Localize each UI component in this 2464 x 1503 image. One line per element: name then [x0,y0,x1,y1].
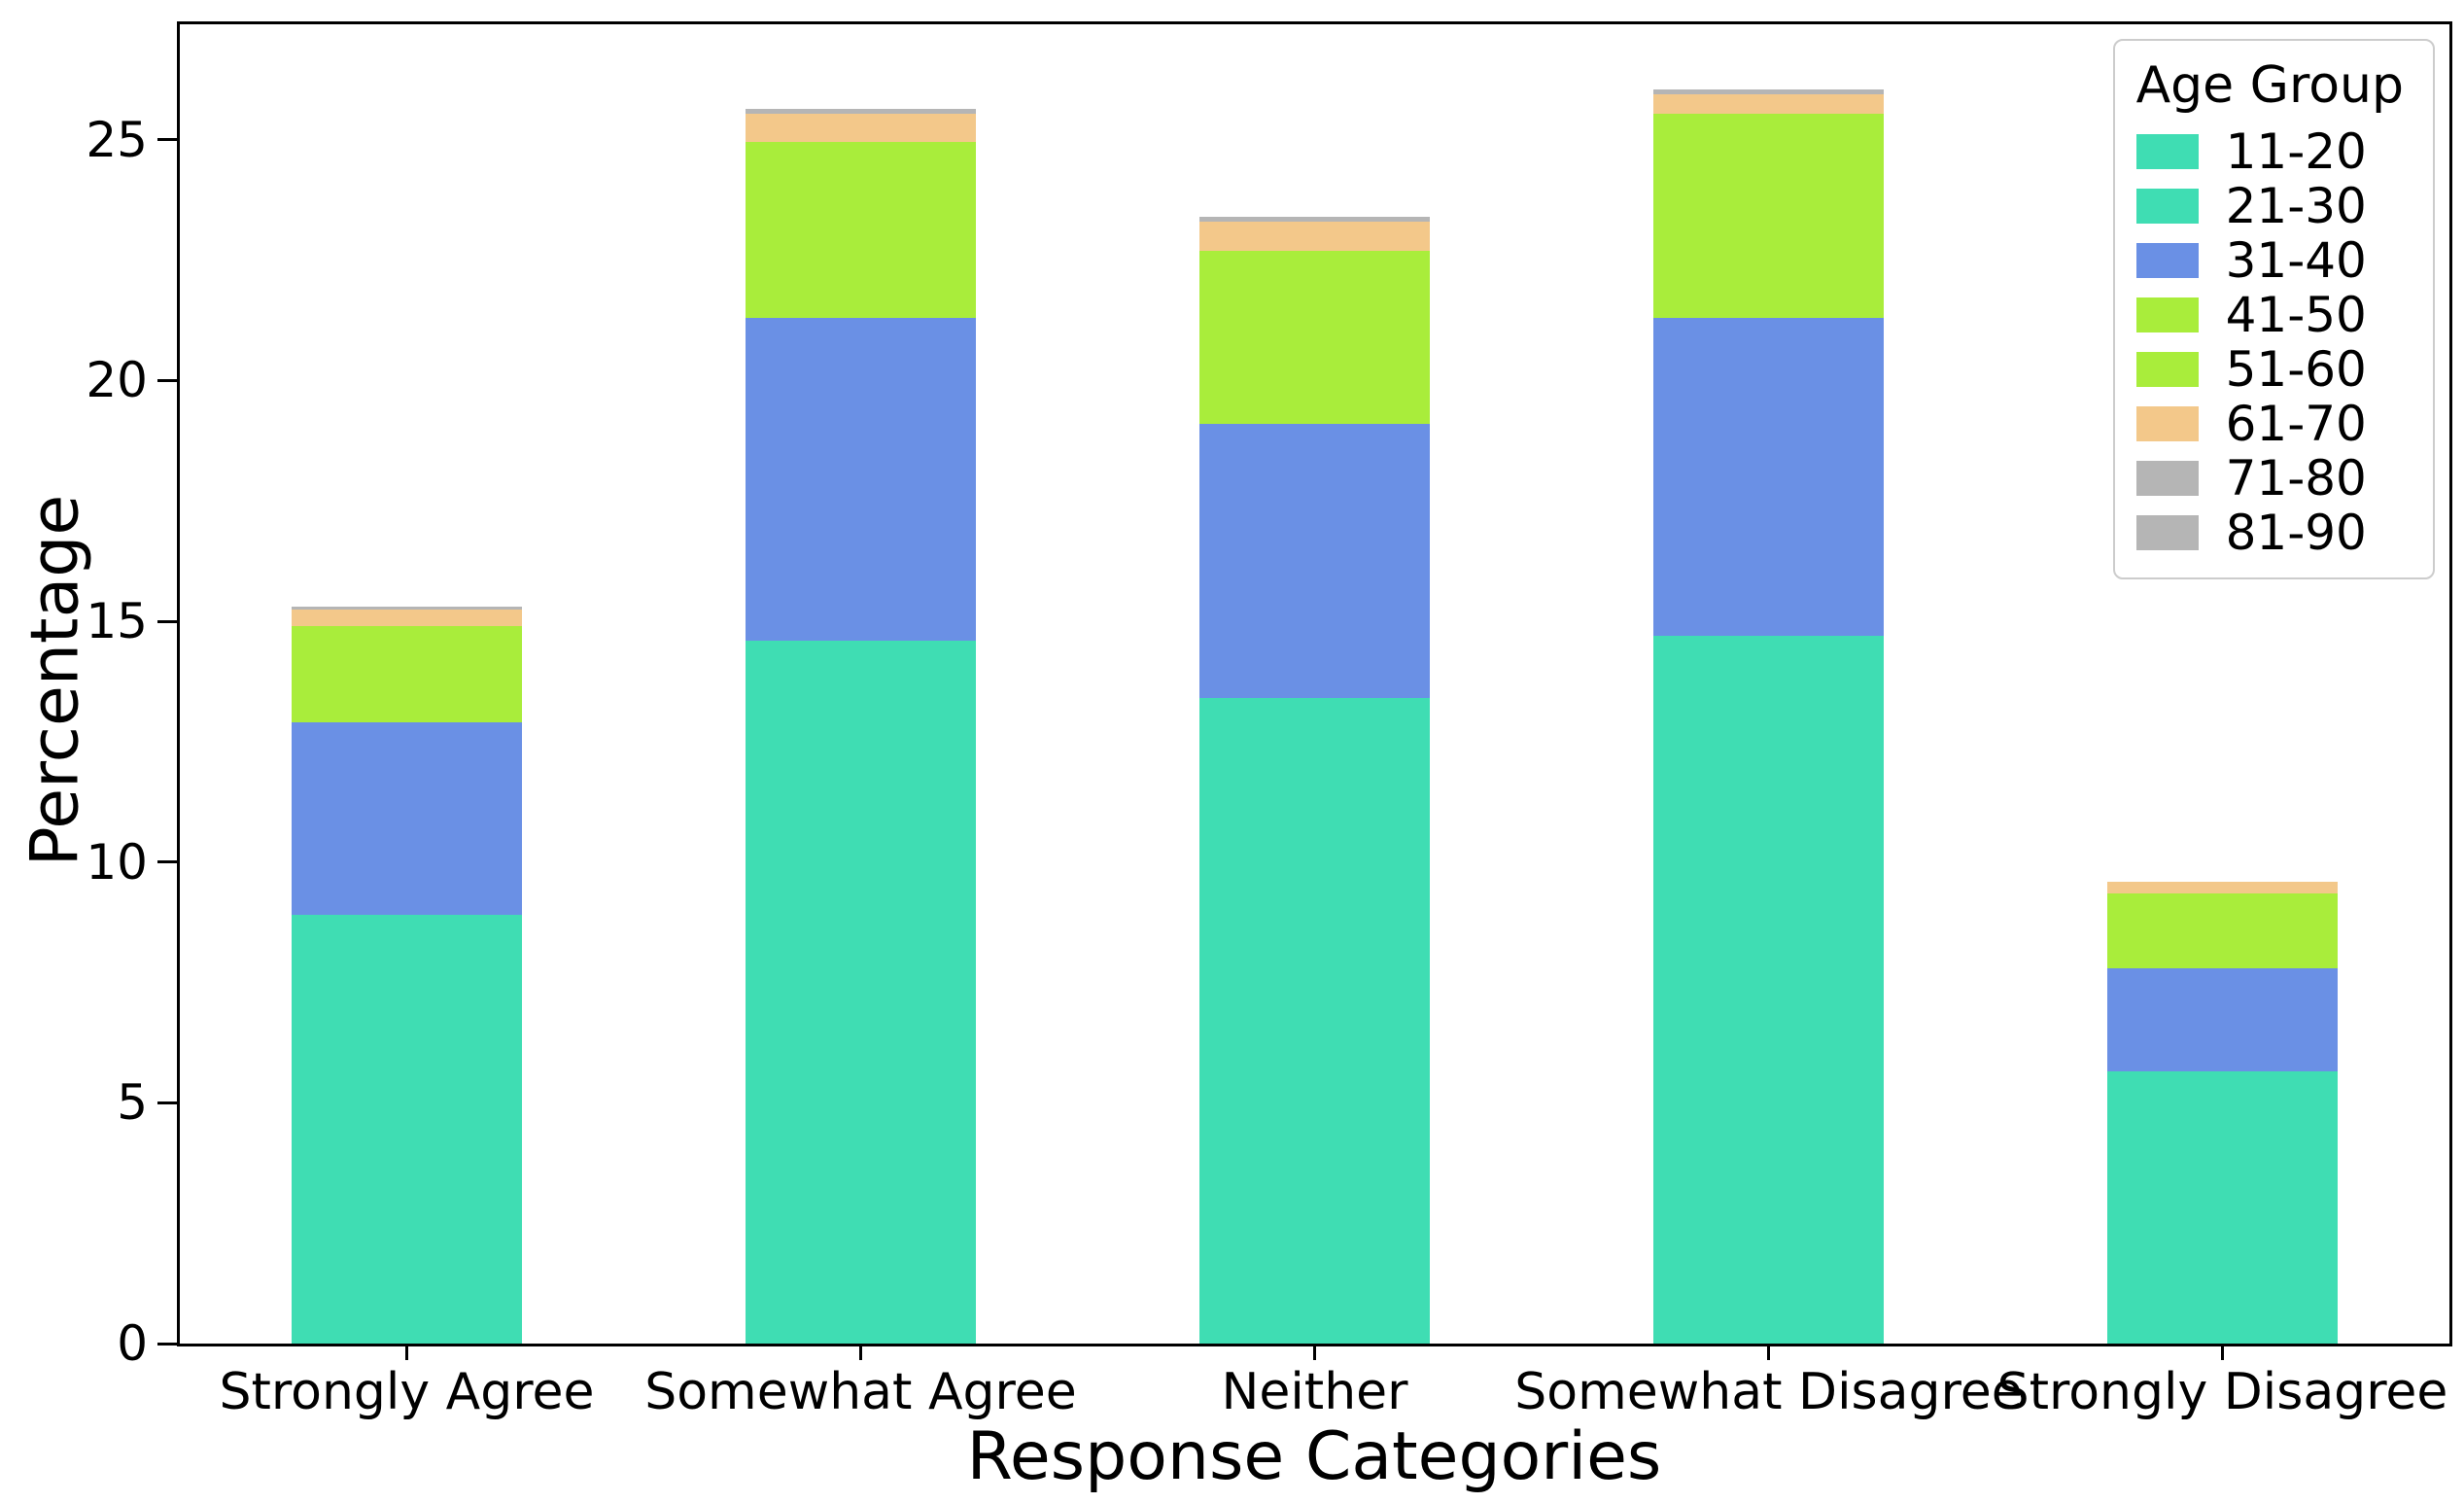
legend-swatch [2135,134,2199,169]
y-tick-mark [157,138,177,142]
bar-segment [1199,222,1430,251]
legend-item-label: 41-50 [2225,287,2367,343]
x-tick-mark [405,1346,408,1360]
bar-segment [292,607,522,609]
legend-items: 11-20 21-30 31-40 41-50 51-60 61-70 71-80 81-90 [2135,123,2404,561]
bar-stack [1199,24,1430,1344]
legend-item: 31-40 [2135,232,2404,289]
bar-segment [292,609,522,627]
y-tick-label: 10 [86,833,148,891]
bar-segment [746,108,976,112]
legend-item: 51-60 [2135,341,2404,398]
bar-segment [1653,91,1884,94]
legend-item: 41-50 [2135,287,2404,343]
bar-stack [1653,24,1884,1344]
bar-segment [1199,336,1430,425]
bar-segment [2107,1207,2338,1344]
legend-swatch [2135,297,2199,332]
y-tick-label: 0 [117,1315,148,1372]
y-tick-mark [157,1101,177,1104]
bar-segment [746,142,976,230]
legend-item: 81-90 [2135,505,2404,561]
legend-title: Age Group [2135,56,2404,115]
bar-segment [1653,113,1884,216]
legend-item: 21-30 [2135,178,2404,234]
legend-swatch [2135,461,2199,496]
bar-segment [292,722,522,916]
legend-item-label: 51-60 [2225,341,2367,398]
bar-segment [1199,424,1430,699]
x-category-label: Strongly Disagree [1996,1363,2448,1421]
legend-swatch [2135,243,2199,278]
x-tick-mark [859,1346,862,1360]
bar-segment [1199,250,1430,337]
x-tick-mark [1313,1346,1316,1360]
bar-segment [746,229,976,319]
legend-item-label: 31-40 [2225,232,2367,289]
legend-item-label: 21-30 [2225,178,2367,234]
bar-segment [1653,990,1884,1344]
bar-segment [292,674,522,723]
y-tick-label: 25 [86,111,148,168]
y-axis-label: Percentage [17,494,94,867]
bar-segment [746,992,976,1344]
y-tick-label: 15 [86,593,148,650]
bar-segment [1653,93,1884,114]
y-tick-label: 5 [117,1074,148,1132]
legend-swatch [2135,189,2199,224]
x-axis-label: Response Categories [966,1418,1662,1495]
legend-item: 71-80 [2135,450,2404,507]
bar-segment [1199,1021,1430,1344]
legend-item-label: 61-70 [2225,396,2367,452]
bar-segment [1653,88,1884,92]
y-tick-mark [157,1342,177,1346]
legend-item-label: 81-90 [2225,505,2367,561]
legend-item: 11-20 [2135,123,2404,180]
bar-segment [292,608,522,610]
bar-segment [292,1129,522,1344]
legend-swatch [2135,406,2199,441]
bar-segment [1199,217,1430,220]
bar-segment [746,113,976,143]
x-tick-mark [2221,1346,2224,1360]
bar-segment [2107,1071,2338,1208]
x-category-label: Somewhat Disagree [1514,1363,2023,1421]
legend-swatch [2135,515,2199,550]
bar-segment [1199,219,1430,223]
bar-segment [292,626,522,675]
bar-segment [1653,318,1884,636]
legend-swatch [2135,352,2199,387]
bar-stack [292,24,522,1344]
x-category-label: Somewhat Agree [644,1363,1077,1421]
x-category-label: Strongly Agree [219,1363,595,1421]
legend-item-label: 71-80 [2225,450,2367,507]
legend: Age Group 11-20 21-30 31-40 41-50 51-60 61-70… [2112,39,2435,579]
y-tick-mark [157,378,177,382]
bar-segment [1199,698,1430,1022]
bar-segment [2107,930,2338,968]
bar-stack [746,24,976,1344]
bar-segment [746,111,976,114]
bar-segment [1653,636,1884,990]
x-tick-mark [1767,1346,1770,1360]
plot-area [177,21,2452,1346]
bar-segment [292,915,522,1130]
bar-segment [2107,881,2338,893]
bar-segment [1653,215,1884,319]
legend-item-label: 11-20 [2225,123,2367,180]
legend-item: 61-70 [2135,396,2404,452]
bar-segment [2107,892,2338,931]
bar-segment [2107,967,2338,1072]
bar-segment [746,640,976,993]
y-tick-mark [157,860,177,864]
x-category-label: Neither [1221,1363,1408,1421]
bar-segment [746,318,976,641]
y-tick-label: 20 [86,352,148,409]
y-tick-mark [157,619,177,623]
bar-stack [2107,24,2338,1344]
